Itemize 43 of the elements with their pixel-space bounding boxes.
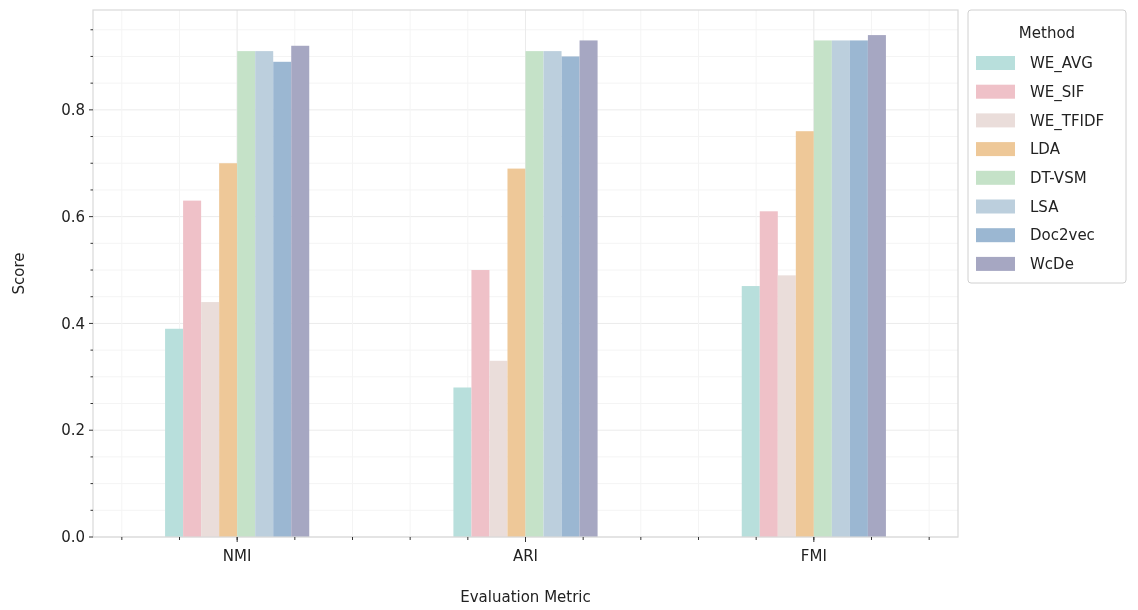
legend-title: Method [1018,24,1076,42]
bar [273,61,292,537]
bar [291,45,310,537]
bar [813,40,832,537]
bar [849,40,868,537]
y-tick-label: 0.4 [61,314,85,333]
legend-label: WE_TFIDF [1030,111,1105,131]
legend-label: WcDe [1030,255,1074,274]
y-axis-title: Score [10,252,28,295]
x-axis-title: Evaluation Metric [460,588,591,606]
bar [795,131,814,537]
bar [579,40,598,537]
bar [471,270,490,537]
y-tick-label: 0.0 [61,528,85,547]
bar [525,51,544,537]
legend-label: Doc2vec [1030,226,1095,245]
x-tick-label: FMI [800,547,827,565]
y-tick-label: 0.8 [61,101,85,120]
bar [777,275,796,537]
bar [741,286,760,537]
bar [867,35,886,537]
y-tick-label: 0.2 [61,421,85,440]
bar [219,163,238,537]
bar [183,200,202,537]
legend-label: LSA [1030,197,1060,216]
x-tick-label: NMI [222,547,252,565]
bar [831,40,850,537]
bar [255,51,274,537]
bar [237,51,256,537]
legend-label: DT-VSM [1030,169,1087,188]
bar [453,387,472,537]
bar [489,360,508,537]
x-tick-label: ARI [512,547,539,565]
bar [759,211,778,537]
bar [507,168,526,537]
legend-label: LDA [1030,140,1061,159]
bar [201,302,220,537]
legend-label: WE_SIF [1030,82,1085,102]
bar [561,56,580,537]
bar [543,51,562,537]
y-tick-label: 0.6 [61,207,85,226]
legend-label: WE_AVG [1030,54,1093,74]
bar [165,328,184,537]
